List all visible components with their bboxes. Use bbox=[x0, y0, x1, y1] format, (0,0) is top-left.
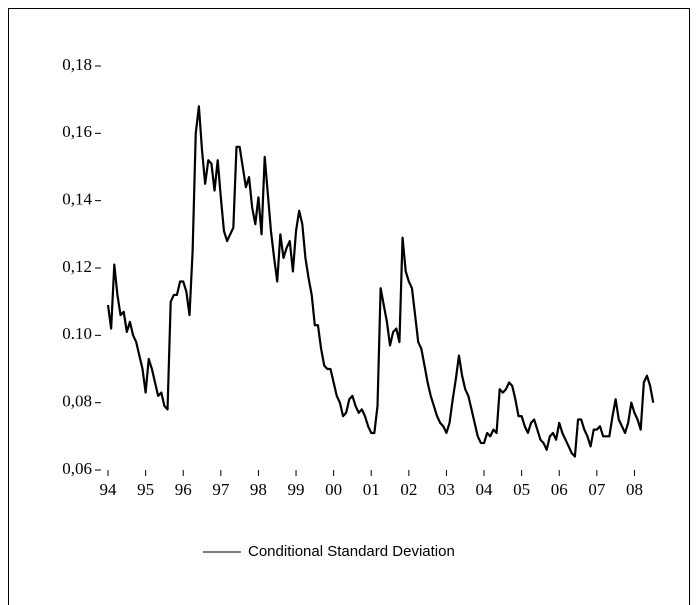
x-tick-label: 05 bbox=[513, 480, 530, 499]
x-tick-label: 03 bbox=[438, 480, 455, 499]
x-tick-label: 04 bbox=[476, 480, 494, 499]
data-line bbox=[106, 105, 655, 458]
x-tick-label: 02 bbox=[400, 480, 417, 499]
legend-text: Conditional Standard Deviation bbox=[248, 543, 455, 560]
x-tick-label: 98 bbox=[250, 480, 267, 499]
x-tick-label: 07 bbox=[588, 480, 606, 499]
y-tick-label: 0,06 bbox=[62, 459, 92, 478]
x-tick-label: 06 bbox=[551, 480, 568, 499]
y-tick-label: 0,14 bbox=[62, 190, 92, 209]
x-tick-label: 95 bbox=[137, 480, 154, 499]
frame bbox=[8, 8, 690, 605]
y-tick-label: 0,08 bbox=[62, 392, 92, 411]
x-tick-label: 08 bbox=[626, 480, 643, 499]
x-tick-label: 94 bbox=[100, 480, 118, 499]
y-tick-label: 0.10 bbox=[62, 324, 92, 343]
y-tick-label: 0,12 bbox=[62, 257, 92, 276]
x-tick-label: 97 bbox=[212, 480, 230, 499]
y-tick-label: 0,18 bbox=[62, 55, 92, 74]
y-tick-label: 0,16 bbox=[62, 122, 92, 141]
x-tick-label: 00 bbox=[325, 480, 342, 499]
x-tick-label: 01 bbox=[363, 480, 380, 499]
x-tick-label: 99 bbox=[288, 480, 305, 499]
x-tick-label: 96 bbox=[175, 480, 192, 499]
